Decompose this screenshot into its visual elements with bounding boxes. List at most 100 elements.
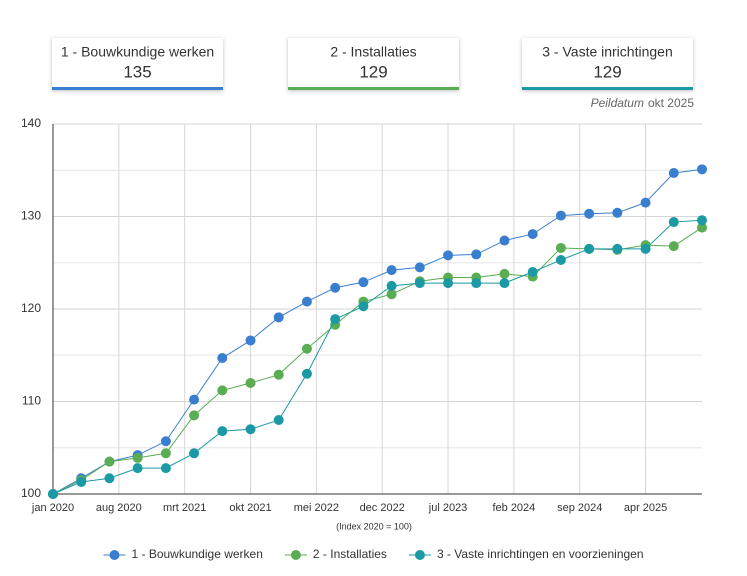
data-point: [104, 456, 115, 467]
legend-label: 1 - Bouwkundige werken: [131, 547, 262, 561]
data-point: [358, 301, 369, 312]
data-point: [358, 277, 369, 288]
axis-note: (Index 2020 = 100): [336, 521, 412, 531]
series-line: [52, 227, 703, 495]
data-point: [301, 296, 312, 307]
data-point: [668, 217, 679, 228]
legend-label: 2 - Installaties: [313, 547, 387, 561]
reference-date: Peildatum okt 2025: [591, 96, 695, 110]
y-tick-label: 110: [22, 394, 41, 408]
data-point: [273, 369, 284, 380]
legend-marker: [414, 550, 425, 560]
data-point: [471, 278, 482, 289]
y-tick-label: 100: [21, 486, 41, 500]
x-tick-label: mrt 2021: [163, 502, 206, 514]
data-point: [612, 243, 623, 254]
y-tick-label: 140: [21, 116, 41, 130]
data-point: [640, 243, 651, 254]
card: [52, 38, 223, 90]
data-point: [189, 394, 200, 405]
card-value: 135: [123, 62, 151, 81]
data-point: [443, 250, 454, 261]
x-tick-label: apr 2025: [624, 502, 667, 514]
data-point: [132, 463, 143, 474]
data-point: [555, 242, 566, 253]
card-label: 1 - Bouwkundige werken: [61, 44, 214, 60]
data-point: [104, 473, 115, 484]
data-point: [697, 164, 707, 175]
reference-date-label: Peildatum: [591, 96, 644, 110]
legend-marker: [290, 550, 301, 560]
data-point: [245, 424, 256, 435]
data-point: [471, 249, 482, 260]
x-tick-label: okt 2021: [229, 502, 271, 514]
data-point: [697, 222, 707, 233]
series-line: [52, 219, 703, 495]
legend-marker: [109, 550, 120, 560]
x-tick-label: dec 2022: [360, 502, 405, 514]
data-point: [217, 353, 228, 364]
data-point: [189, 410, 200, 421]
data-point: [217, 426, 228, 437]
data-point: [414, 262, 425, 273]
data-point: [160, 448, 171, 459]
data-point: [668, 241, 679, 252]
card-underline: [52, 87, 223, 90]
card-underline: [522, 87, 693, 90]
x-tick-label: feb 2024: [492, 502, 535, 514]
card: [522, 38, 693, 90]
data-point: [273, 312, 284, 323]
data-point: [499, 235, 510, 246]
x-tick-label: jan 2020: [31, 502, 74, 514]
data-point: [76, 476, 87, 487]
data-point: [189, 448, 200, 459]
data-point: [245, 378, 256, 388]
x-tick-label: jul 2023: [428, 502, 468, 514]
data-point: [443, 278, 454, 289]
card: [288, 38, 459, 90]
data-point: [330, 314, 341, 325]
card-label: 3 - Vaste inrichtingen: [542, 44, 672, 60]
data-point: [555, 254, 566, 265]
y-tick-label: 120: [21, 301, 41, 315]
series-line: [52, 168, 703, 495]
card-label: 2 - Installaties: [330, 44, 416, 60]
data-point: [386, 289, 397, 300]
data-point: [527, 229, 538, 240]
data-point: [160, 436, 171, 447]
data-point: [668, 168, 679, 179]
data-point: [330, 282, 341, 293]
legend-label: 3 - Vaste inrichtingen en voorzieningen: [437, 547, 644, 561]
data-point: [386, 280, 397, 291]
data-point: [132, 452, 143, 463]
data-point: [414, 278, 425, 289]
card-value: 129: [593, 62, 621, 81]
data-point: [160, 463, 171, 474]
legend: 1 - Bouwkundige werken 2 - Installaties 3 …: [103, 547, 644, 561]
data-point: [301, 343, 312, 354]
x-tick-label: sep 2024: [557, 502, 602, 514]
data-point: [499, 278, 510, 289]
x-tick-label: aug 2020: [96, 502, 142, 514]
data-point: [612, 207, 623, 218]
data-point: [386, 265, 397, 276]
data-point: [640, 197, 651, 208]
data-point: [499, 268, 510, 279]
reference-date-value: okt 2025: [648, 96, 694, 110]
y-tick-label: 130: [21, 209, 41, 223]
data-point: [584, 243, 595, 254]
data-point: [697, 215, 707, 226]
data-point: [301, 368, 312, 379]
data-point: [584, 208, 595, 219]
data-point: [555, 210, 566, 221]
x-tick-label: mei 2022: [294, 502, 339, 514]
card-underline: [288, 87, 459, 90]
data-point: [273, 415, 284, 425]
data-point: [527, 267, 538, 277]
data-point: [48, 489, 58, 499]
card-value: 129: [359, 62, 387, 81]
data-point: [217, 385, 228, 396]
data-point: [245, 335, 256, 346]
